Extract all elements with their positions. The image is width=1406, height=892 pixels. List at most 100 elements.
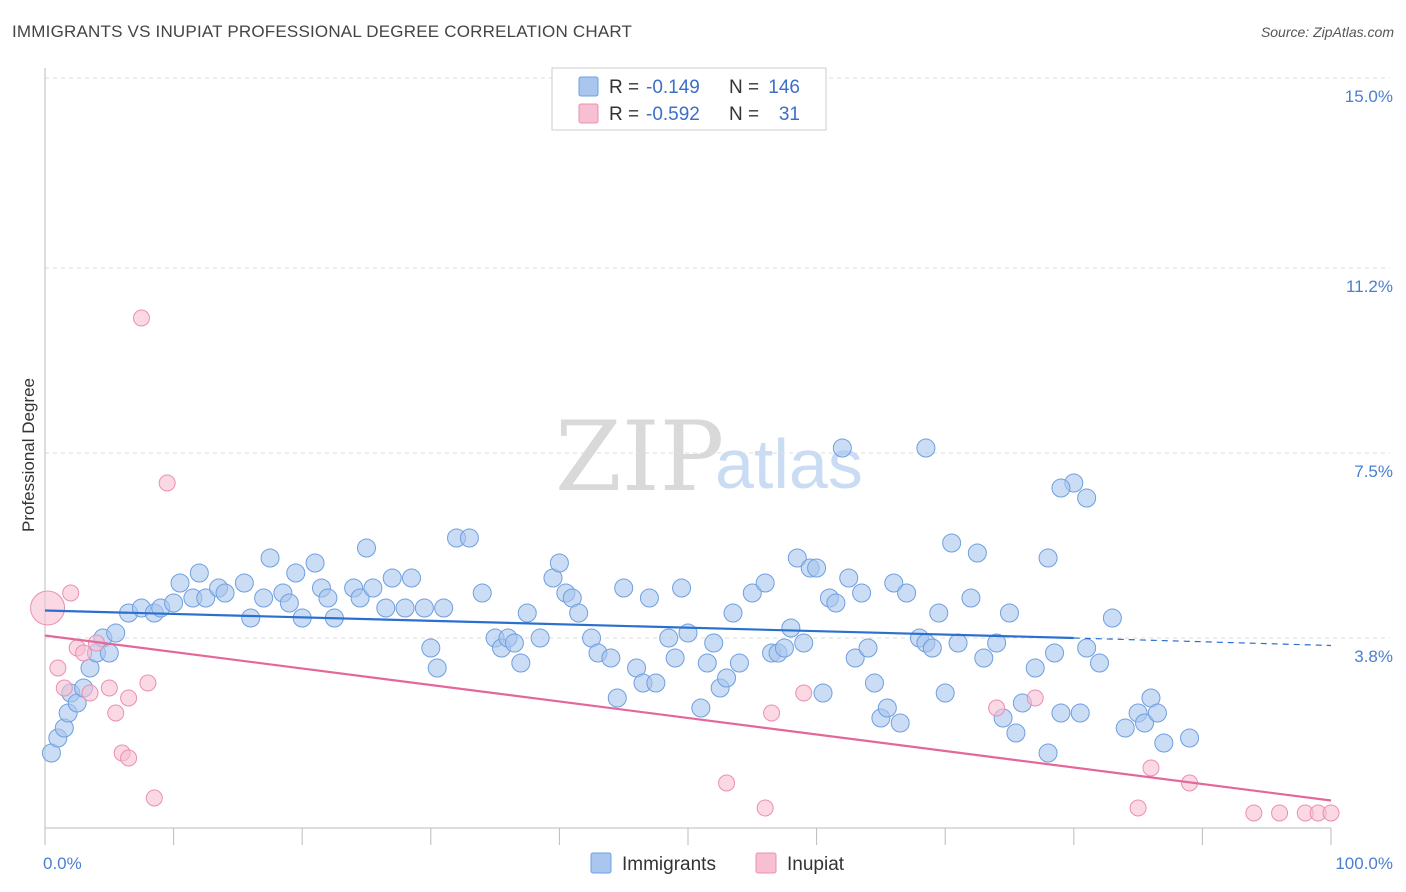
y-tick-label-0: 3.8% (1354, 647, 1393, 666)
point-inupiat-2 (55, 679, 73, 697)
point-immigrants-80 (723, 603, 743, 623)
point-immigrants-38 (363, 578, 383, 598)
legend-n-value-immigrants: 146 (768, 77, 800, 98)
point-immigrants-24 (241, 608, 261, 628)
source-note: Source: ZipAtlas.com (1260, 24, 1394, 40)
point-immigrants-97 (845, 648, 865, 668)
point-immigrants-83 (755, 573, 775, 593)
point-immigrants-11 (106, 623, 126, 643)
point-immigrants-64 (601, 648, 621, 668)
point-immigrants-73 (672, 578, 692, 598)
point-immigrants-100 (864, 673, 884, 693)
point-immigrants-92 (813, 683, 833, 703)
point-immigrants-42 (402, 568, 422, 588)
point-immigrants-25 (254, 588, 274, 608)
point-immigrants-114 (961, 588, 981, 608)
point-immigrants-22 (215, 583, 235, 603)
point-inupiat-9 (107, 704, 125, 722)
point-immigrants-19 (189, 563, 209, 583)
legend-r-value-inupiat: -0.592 (646, 104, 700, 125)
y-tick-labels: 3.8% 7.5% 11.2% 15.0% (1345, 87, 1393, 666)
point-immigrants-103 (884, 573, 904, 593)
point-inupiat-21 (988, 699, 1006, 717)
point-immigrants-115 (967, 543, 987, 563)
point-immigrants-76 (697, 653, 717, 673)
point-immigrants-39 (376, 598, 396, 618)
point-immigrants-99 (858, 638, 878, 658)
point-inupiat-11 (120, 749, 138, 767)
point-immigrants-89 (794, 633, 814, 653)
point-immigrants-75 (691, 698, 711, 718)
point-immigrants-131 (1115, 718, 1135, 738)
point-inupiat-19 (763, 704, 781, 722)
point-immigrants-110 (929, 603, 949, 623)
point-immigrants-123 (1038, 548, 1058, 568)
point-immigrants-125 (1051, 703, 1071, 723)
point-immigrants-49 (472, 583, 492, 603)
point-immigrants-139 (1051, 478, 1071, 498)
point-inupiat-3 (62, 584, 80, 602)
point-immigrants-140 (1077, 488, 1097, 508)
point-inupiat-6 (81, 684, 99, 702)
point-immigrants-43 (414, 598, 434, 618)
legend-swatch-immigrants (578, 76, 599, 97)
legend-r-label-inupiat: R = (609, 104, 639, 125)
point-immigrants-102 (877, 698, 897, 718)
bottom-legend: Immigrants Inupiat (590, 852, 845, 875)
point-inupiat-23 (1129, 799, 1147, 817)
point-immigrants-16 (164, 593, 184, 613)
watermark-zip: ZIP (555, 401, 724, 513)
legend-r-label-immigrants: R = (609, 77, 639, 98)
point-immigrants-127 (1070, 703, 1090, 723)
point-immigrants-72 (665, 648, 685, 668)
point-immigrants-111 (935, 683, 955, 703)
point-inupiat-27 (1271, 804, 1289, 822)
point-immigrants-17 (170, 573, 190, 593)
point-immigrants-122 (1025, 658, 1045, 678)
point-immigrants-48 (459, 528, 479, 548)
y-axis-label: Professional Degree (19, 378, 38, 532)
point-immigrants-128 (1077, 638, 1097, 658)
point-inupiat-1 (49, 659, 67, 677)
point-immigrants-136 (1154, 733, 1174, 753)
point-inupiat-15 (145, 789, 163, 807)
point-inupiat-18 (756, 799, 774, 817)
trend-line-immigrants-extension (1073, 637, 1332, 647)
point-immigrants-86 (774, 638, 794, 658)
point-immigrants-98 (852, 583, 872, 603)
legend-r-value-immigrants: -0.149 (646, 77, 700, 98)
trend-lines (44, 609, 1332, 802)
point-immigrants-104 (890, 713, 910, 733)
point-immigrants-112 (942, 533, 962, 553)
point-inupiat-5 (75, 644, 93, 662)
point-inupiat-0 (30, 590, 66, 626)
chart-title: IMMIGRANTS VS INUPIAT PROFESSIONAL DEGRE… (12, 22, 633, 41)
point-immigrants-94 (826, 593, 846, 613)
point-immigrants-58 (549, 553, 569, 573)
data-points (30, 309, 1340, 822)
bottom-legend-swatch-immigrants (590, 852, 612, 874)
point-immigrants-133 (1135, 713, 1155, 733)
point-immigrants-88 (787, 548, 807, 568)
point-immigrants-70 (646, 673, 666, 693)
legend: R = -0.149 N = 146 R = -0.592 N = 31 (551, 67, 827, 131)
point-inupiat-26 (1245, 804, 1263, 822)
point-immigrants-28 (279, 593, 299, 613)
grid-lines (45, 77, 1390, 639)
point-inupiat-16 (158, 474, 176, 492)
point-immigrants-95 (832, 438, 852, 458)
point-immigrants-69 (639, 588, 659, 608)
point-immigrants-96 (839, 568, 859, 588)
point-immigrants-117 (987, 633, 1007, 653)
watermark-atlas: atlas (715, 425, 863, 503)
legend-n-label-immigrants: N = (729, 77, 759, 98)
point-immigrants-55 (517, 603, 537, 623)
y-tick-label-2: 11.2% (1346, 277, 1393, 296)
axes (44, 68, 1332, 845)
point-immigrants-56 (530, 628, 550, 648)
point-immigrants-82 (742, 583, 762, 603)
point-immigrants-40 (382, 568, 402, 588)
point-immigrants-77 (704, 633, 724, 653)
point-immigrants-44 (421, 638, 441, 658)
point-immigrants-41 (395, 598, 415, 618)
